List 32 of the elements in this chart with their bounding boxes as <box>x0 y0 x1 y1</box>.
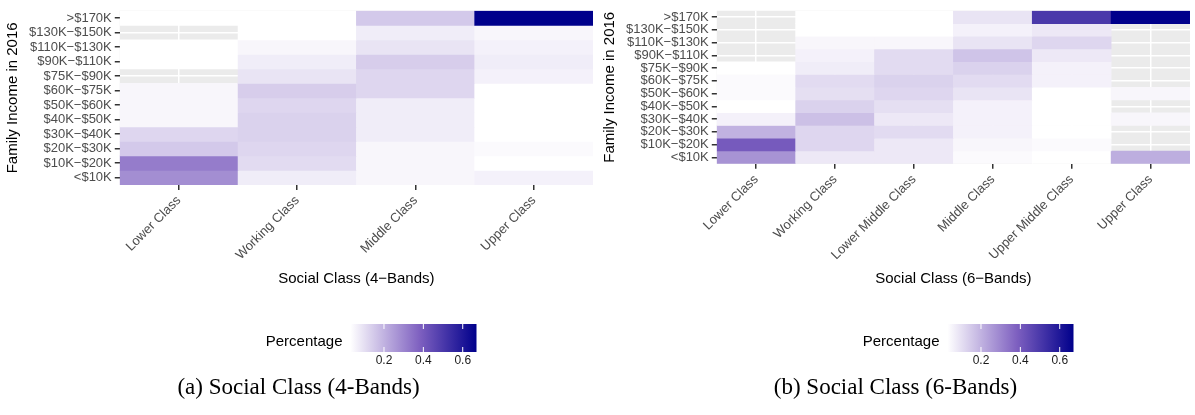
color-bar-title: Percentage <box>265 332 343 350</box>
color-bar-label: 0.6 <box>454 353 472 368</box>
y-tick-label: $30K−$40K <box>43 125 113 141</box>
y-tick-label: <$10K <box>73 169 113 185</box>
y-axis-title: Family Income in 2016 <box>600 11 618 163</box>
text: (a) Social Class (4-Bands) <box>177 374 420 400</box>
y-tick-label: $75K−$90K <box>43 67 113 83</box>
y-tick-label: $110K−$130K <box>29 38 113 54</box>
y-tick-label: $130K−$150K <box>28 24 113 40</box>
color-bar-label: 0.2 <box>375 353 393 368</box>
y-tick-label: $50K−$60K <box>43 96 113 112</box>
x-axis-title: Social Class (6−Bands) <box>875 269 1032 287</box>
color-bar-label: 0.2 <box>972 353 990 368</box>
text: (b) Social Class (6-Bands) <box>773 374 1018 400</box>
y-tick-label: $10K−$20K <box>43 154 113 170</box>
y-tick-label: $20K−$30K <box>640 123 710 139</box>
color-bar-label: 0.4 <box>415 353 433 368</box>
y-tick-label: $130K−$150K <box>625 21 710 37</box>
color-bar-title: Percentage <box>862 332 940 350</box>
y-tick-label: $40K−$50K <box>43 111 113 127</box>
y-tick-label: $75K−$90K <box>640 59 710 75</box>
y-tick-label: $30K−$40K <box>640 110 710 126</box>
y-tick-label: >$170K <box>66 9 113 25</box>
color-bar-label: 0.6 <box>1051 353 1069 368</box>
y-tick-label: $20K−$30K <box>43 140 113 156</box>
y-axis-title: Family Income in 2016 <box>3 22 21 174</box>
x-axis-title: Social Class (4−Bands) <box>278 269 435 287</box>
color-bar-label: 0.4 <box>1012 353 1030 368</box>
y-tick-label: $90K−$110K <box>37 53 113 69</box>
y-tick-label: $60K−$75K <box>640 72 710 88</box>
y-tick-label: $60K−$75K <box>43 82 113 98</box>
y-tick-label: >$170K <box>663 8 710 24</box>
